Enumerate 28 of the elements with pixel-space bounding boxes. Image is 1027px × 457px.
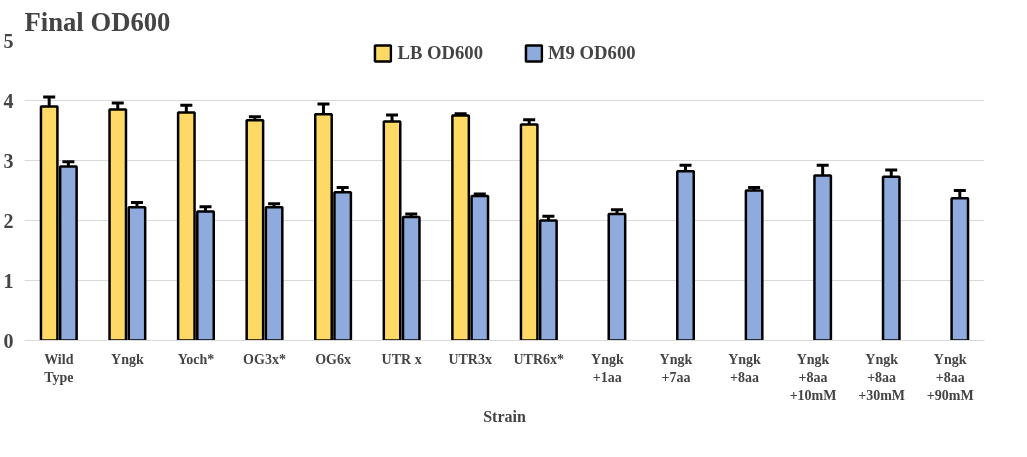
legend-label: LB OD600 [397,42,483,64]
chart-title: Final OD600 [24,6,171,37]
y-tick-label: 0 [3,329,14,352]
y-tick-label: 3 [3,149,14,172]
y-tick-label: 5 [3,29,14,52]
x-tick-label: UTR3x [448,351,492,367]
x-tick-label: OG6x [315,351,351,367]
x-tick-label: Yngk +8aa [728,351,762,385]
y-tick-label: 2 [3,209,14,232]
bar [744,189,764,341]
x-tick-label: Yngk [111,351,144,367]
x-tick-label: OG3x* [243,351,286,367]
x-tick-label: Yngk +8aa +10mM [789,351,837,403]
x-tick-label: Yngk +8aa +30mM [858,351,906,403]
bar [676,170,696,341]
x-axis-title: Strain [483,407,526,425]
x-tick-label: Yoch* [177,351,215,367]
x-tick-label: Yngk +7aa [659,351,693,385]
bar [881,175,901,341]
y-tick-label: 1 [3,269,14,292]
y-tick-label: 4 [3,89,14,112]
x-tick-label: Yngk +8aa +90mM [926,351,974,403]
x-tick-label: Yngk +1aa [591,351,624,385]
x-tick-label: UTR6x* [513,351,565,367]
x-tick-label: UTR x [381,351,422,367]
legend-label: M9 OD600 [547,42,636,64]
bar [607,212,627,341]
x-tick-label: Wild Type [44,351,74,385]
